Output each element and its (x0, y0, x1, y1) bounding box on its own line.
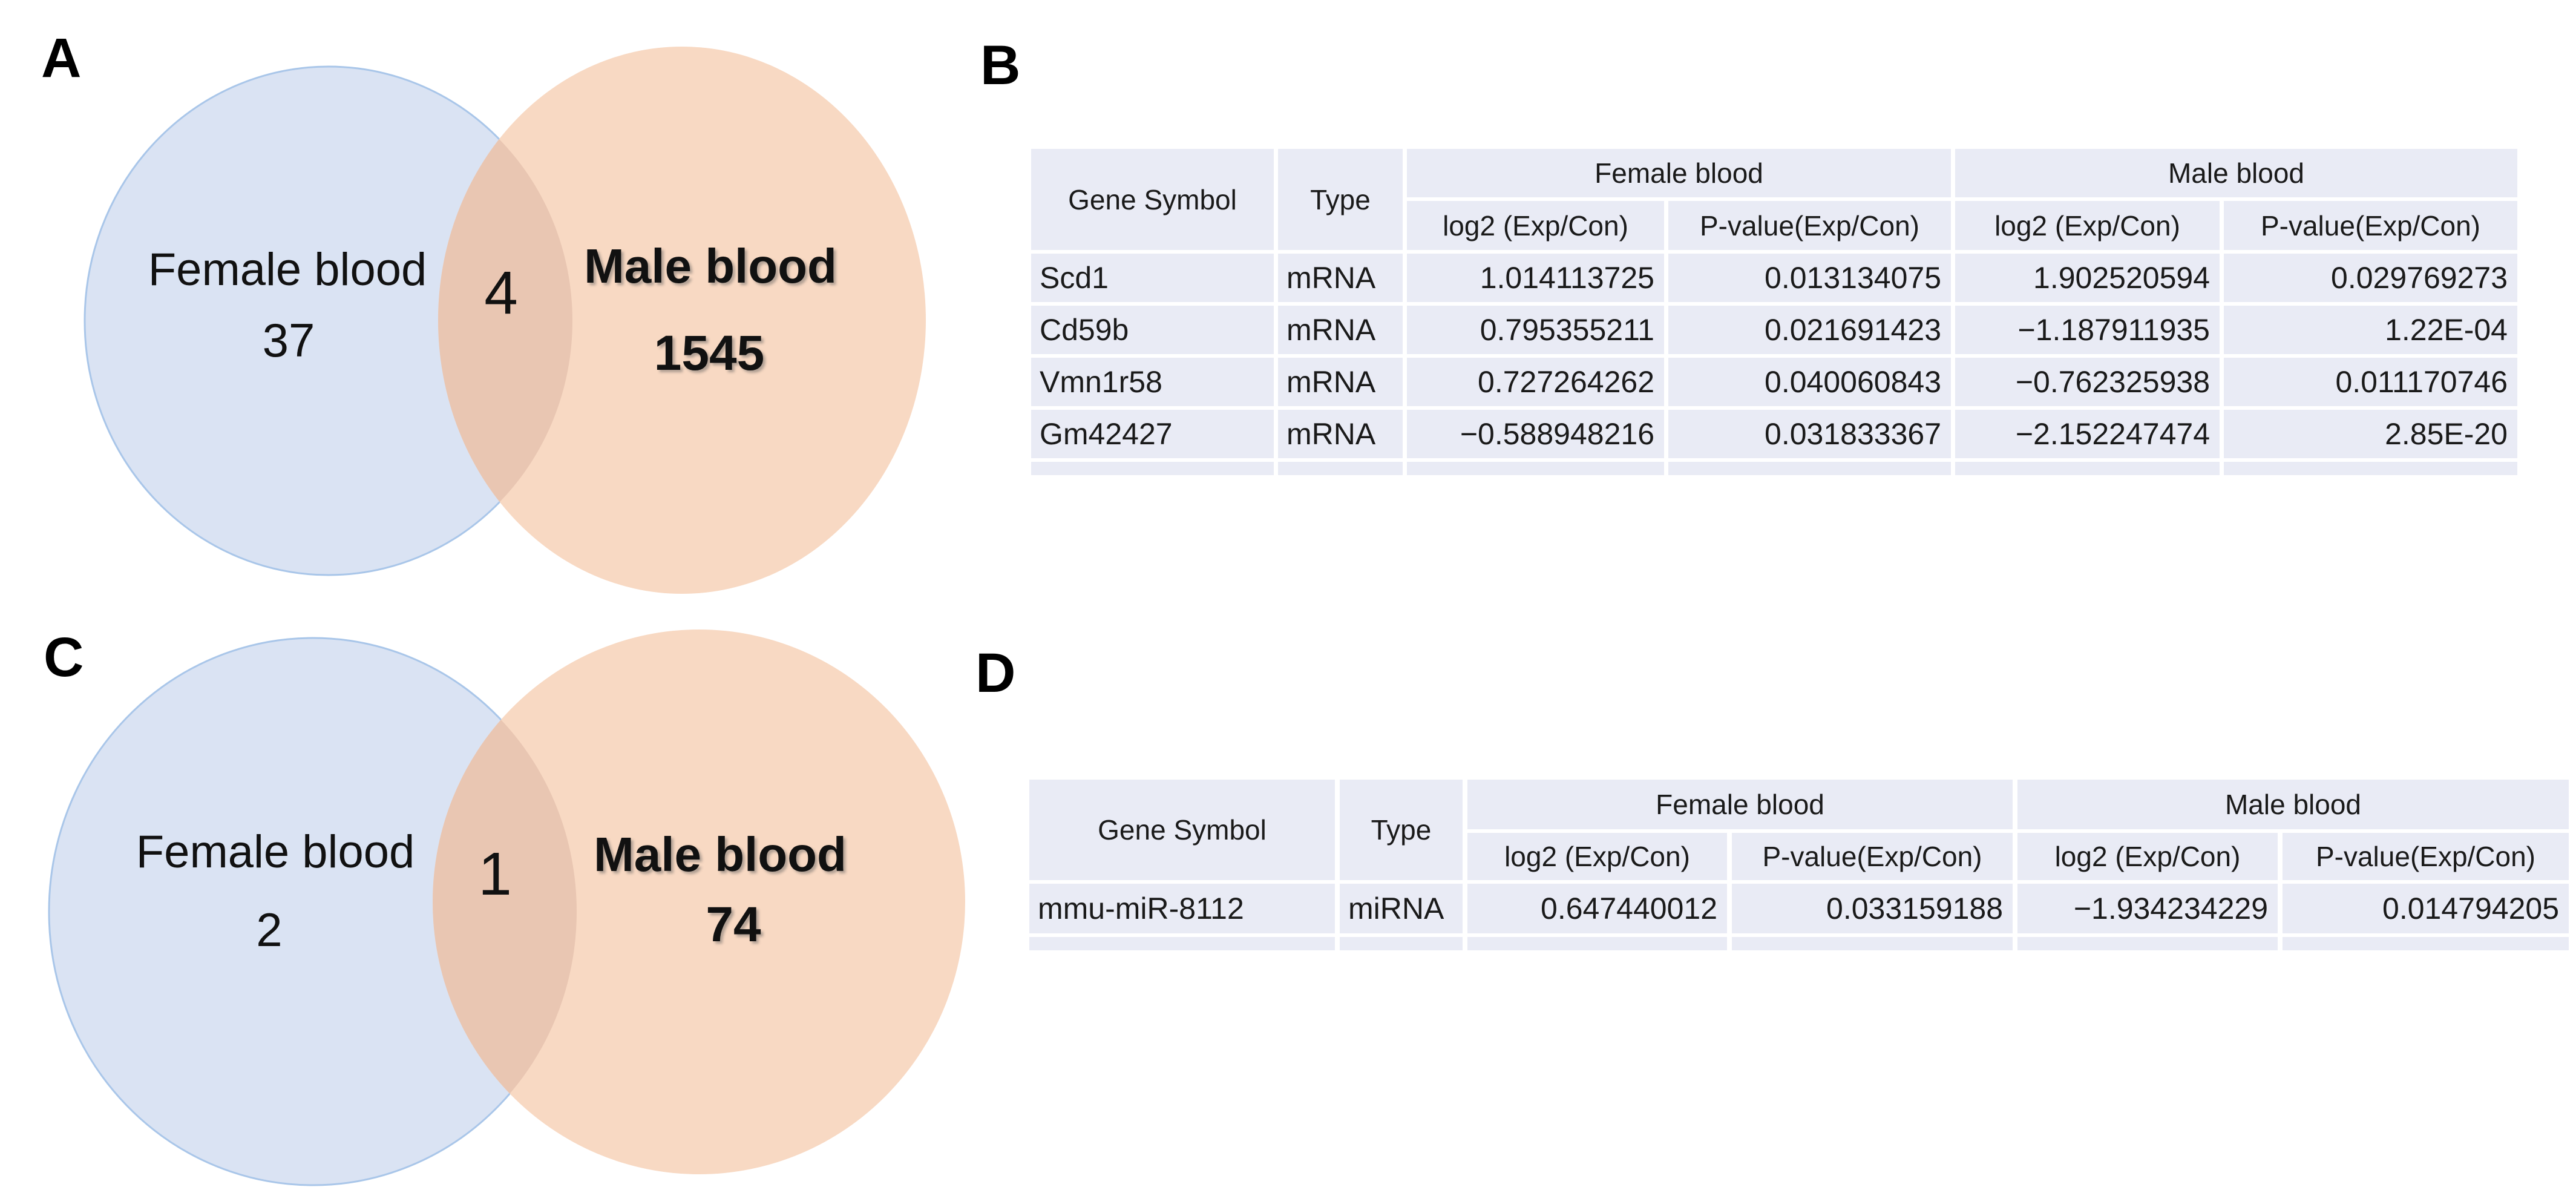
venn-a-overlap-count: 4 (484, 259, 518, 327)
table-b-header-type: Type (1278, 149, 1403, 250)
table-d-r0-type: miRNA (1340, 884, 1463, 933)
venn-a-male-count: 1545 (654, 326, 765, 381)
table-b-subheader-pvalue-female: P-value(Exp/Con) (1668, 201, 1951, 250)
table-b-bottom-sliver (1278, 462, 1403, 475)
table-b-r3-gene: Gm42427 (1031, 410, 1274, 458)
table-d-bottom-sliver (1732, 937, 2013, 950)
table-d-r0-log2-female: 0.647440012 (1467, 884, 1727, 933)
table-d-group-male-blood: Male blood (2017, 780, 2569, 829)
table-d-r0-log2-male: −1.934234229 (2017, 884, 2278, 933)
table-d-subheader-pvalue-male: P-value(Exp/Con) (2283, 833, 2569, 880)
venn-c-female-label: Female blood (136, 826, 415, 878)
table-b-r3-pvalue-female: 0.031833367 (1668, 410, 1951, 458)
table-d-subheader-pvalue-female: P-value(Exp/Con) (1732, 833, 2013, 880)
table-b-r0-pvalue-male: 0.029769273 (2224, 254, 2517, 302)
table-b-bottom-sliver (1407, 462, 1664, 475)
table-b-r2-pvalue-female: 0.040060843 (1668, 358, 1951, 406)
table-b-header-gene-symbol: Gene Symbol (1031, 149, 1274, 250)
table-b-subheader-log2-female: log2 (Exp/Con) (1407, 201, 1664, 250)
panel-label-a: A (41, 27, 82, 89)
table-b-r2-gene: Vmn1r58 (1031, 358, 1274, 406)
venn-c-overlap-count: 1 (478, 840, 512, 908)
table-b-r3-log2-female: −0.588948216 (1407, 410, 1664, 458)
venn-diagrams-svg (48, 47, 965, 1186)
table-d-bottom-sliver (1340, 937, 1463, 950)
table-b-bottom-sliver (1955, 462, 2220, 475)
table-b-r1-log2-female: 0.795355211 (1407, 306, 1664, 354)
table-b-r1-pvalue-female: 0.021691423 (1668, 306, 1951, 354)
table-b-r1-gene: Cd59b (1031, 306, 1274, 354)
venn-c-male-circle (433, 630, 965, 1174)
table-b-r2-type: mRNA (1278, 358, 1403, 406)
table-b-r0-type: mRNA (1278, 254, 1403, 302)
panel-label-d: D (975, 642, 1016, 704)
table-b-r1-log2-male: −1.187911935 (1955, 306, 2220, 354)
table-b-r0-log2-female: 1.014113725 (1407, 254, 1664, 302)
panel-label-b: B (980, 35, 1021, 96)
table-b-group-female-blood: Female blood (1407, 149, 1951, 197)
table-b-bottom-sliver (1031, 462, 1274, 475)
table-b-r3-type: mRNA (1278, 410, 1403, 458)
table-b-subheader-pvalue-male: P-value(Exp/Con) (2224, 201, 2517, 250)
table-d-bottom-sliver (1029, 937, 1335, 950)
venn-c-female-count: 2 (256, 903, 283, 956)
venn-a-male-circle (438, 47, 926, 594)
venn-a-female-label: Female blood (148, 244, 427, 295)
table-d: Gene Symbol Type Female blood Male blood… (1029, 780, 2569, 950)
table-d-bottom-sliver (1467, 937, 1727, 950)
table-d-r0-pvalue-male: 0.014794205 (2283, 884, 2569, 933)
table-b-group-male-blood: Male blood (1955, 149, 2517, 197)
table-d-bottom-sliver (2283, 937, 2569, 950)
table-d-header-gene-symbol: Gene Symbol (1029, 780, 1335, 880)
table-b-r3-pvalue-male: 2.85E-20 (2224, 410, 2517, 458)
table-d-subheader-log2-female: log2 (Exp/Con) (1467, 833, 1727, 880)
table-b-r1-pvalue-male: 1.22E-04 (2224, 306, 2517, 354)
table-d-r0-gene: mmu-miR-8112 (1029, 884, 1335, 933)
table-b-r2-pvalue-male: 0.011170746 (2224, 358, 2517, 406)
table-b: Gene Symbol Type Female blood Male blood… (1031, 149, 2517, 475)
table-b-r0-gene: Scd1 (1031, 254, 1274, 302)
venn-a-male-label: Male blood (584, 239, 837, 293)
table-d-subheader-log2-male: log2 (Exp/Con) (2017, 833, 2278, 880)
table-b-r1-type: mRNA (1278, 306, 1403, 354)
table-b-r0-pvalue-female: 0.013134075 (1668, 254, 1951, 302)
table-d-group-female-blood: Female blood (1467, 780, 2013, 829)
table-b-bottom-sliver (2224, 462, 2517, 475)
table-b-r3-log2-male: −2.152247474 (1955, 410, 2220, 458)
table-b-bottom-sliver (1668, 462, 1951, 475)
table-b-r2-log2-male: −0.762325938 (1955, 358, 2220, 406)
venn-c-male-label: Male blood (594, 827, 847, 881)
table-b-subheader-log2-male: log2 (Exp/Con) (1955, 201, 2220, 250)
venn-c-male-count: 74 (706, 897, 761, 952)
table-d-r0-pvalue-female: 0.033159188 (1732, 884, 2013, 933)
table-d-bottom-sliver (2017, 937, 2278, 950)
table-b-r2-log2-female: 0.727264262 (1407, 358, 1664, 406)
table-d-header-type: Type (1340, 780, 1463, 880)
table-b-r0-log2-male: 1.902520594 (1955, 254, 2220, 302)
venn-a-female-count: 37 (262, 314, 315, 367)
panel-label-c: C (44, 626, 84, 688)
